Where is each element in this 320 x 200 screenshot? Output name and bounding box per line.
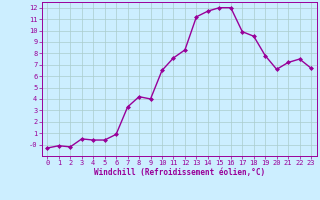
X-axis label: Windchill (Refroidissement éolien,°C): Windchill (Refroidissement éolien,°C)	[94, 168, 265, 177]
